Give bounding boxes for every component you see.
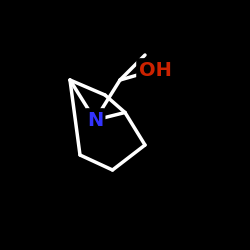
Text: N: N [87, 110, 103, 130]
Text: OH: OH [138, 60, 172, 80]
